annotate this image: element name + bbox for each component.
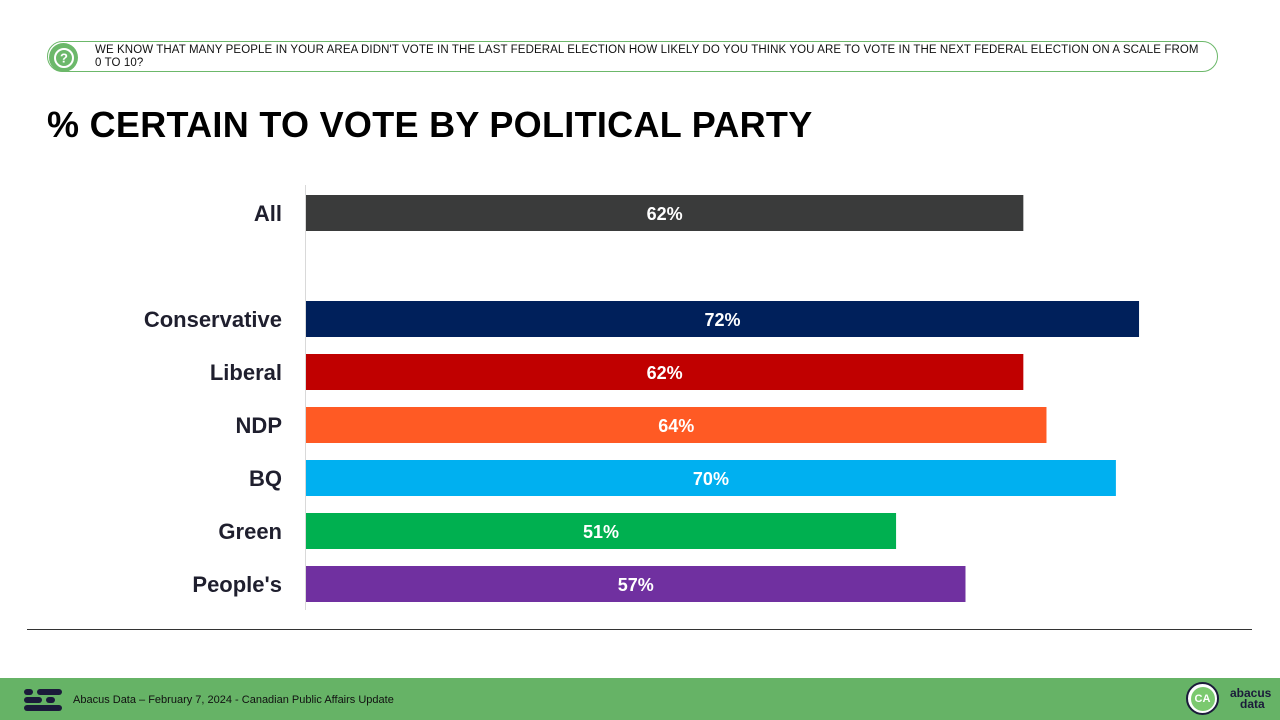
data-label: 62% bbox=[647, 204, 683, 224]
bar-chart: All 62% Conservative 72% Liberal 62% NDP 64% BQ 7… bbox=[144, 185, 1140, 610]
abacus-logo-icon bbox=[24, 689, 62, 711]
brand-word-2: data bbox=[1240, 697, 1265, 711]
category-label: Green bbox=[218, 519, 282, 544]
brand-initials: CA bbox=[1190, 686, 1215, 711]
bar-green bbox=[306, 513, 897, 549]
category-label: Conservative bbox=[144, 307, 282, 332]
bar-conservative bbox=[306, 301, 1140, 337]
svg-text:?: ? bbox=[60, 50, 68, 65]
bar-ndp bbox=[306, 407, 1047, 443]
bar-liberal bbox=[306, 354, 1024, 390]
footer-divider bbox=[27, 629, 1252, 630]
bar-bq bbox=[306, 460, 1116, 496]
bar-all bbox=[306, 195, 1024, 231]
data-label: 57% bbox=[618, 575, 654, 595]
question-banner: ? WE KNOW THAT MANY PEOPLE IN YOUR AREA … bbox=[47, 41, 1218, 72]
data-label: 51% bbox=[583, 522, 619, 542]
data-label: 70% bbox=[693, 469, 729, 489]
chart-title: % CERTAIN TO VOTE BY POLITICAL PARTY bbox=[47, 104, 813, 145]
category-label: NDP bbox=[236, 413, 282, 438]
category-label: Liberal bbox=[210, 360, 282, 385]
data-label: 62% bbox=[647, 363, 683, 383]
category-label: People's bbox=[192, 572, 282, 597]
footer-bar bbox=[0, 678, 1280, 720]
category-label: BQ bbox=[249, 466, 282, 491]
question-text: WE KNOW THAT MANY PEOPLE IN YOUR AREA DI… bbox=[95, 44, 1199, 69]
question-icon: ? bbox=[49, 43, 78, 72]
bar-peoples bbox=[306, 566, 966, 602]
brand-word-1: abacus bbox=[1230, 686, 1272, 700]
data-label: 72% bbox=[705, 310, 741, 330]
brand-badge-icon: CA bbox=[1186, 682, 1219, 715]
footer-source: Abacus Data – February 7, 2024 - Canadia… bbox=[73, 694, 394, 706]
category-label: All bbox=[254, 201, 282, 226]
data-label: 64% bbox=[658, 416, 694, 436]
brand-wordmark: abacus data bbox=[1230, 686, 1272, 711]
